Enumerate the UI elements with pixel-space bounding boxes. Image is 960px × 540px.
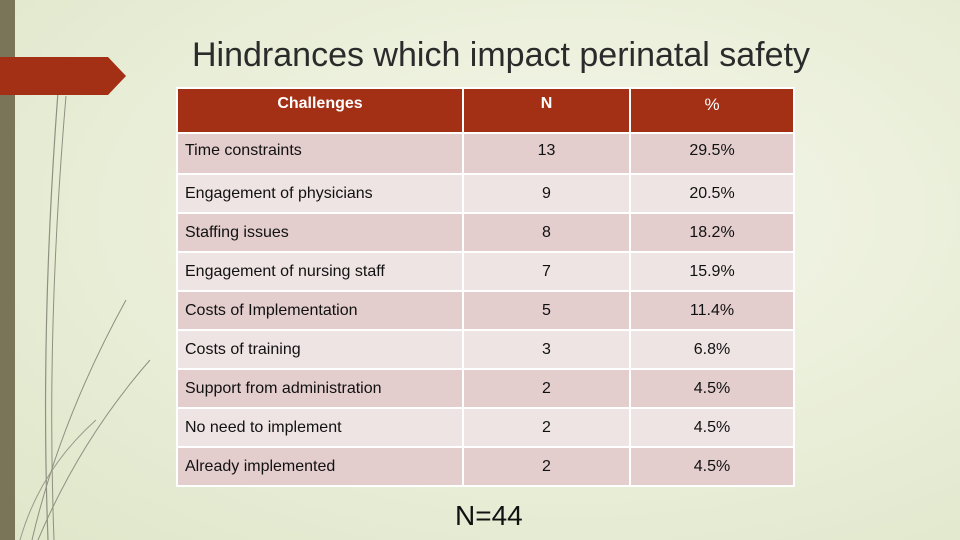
n-cell: 2 xyxy=(462,446,631,487)
header-percent: % xyxy=(629,87,795,134)
header-n: N xyxy=(462,87,631,134)
n-cell: 13 xyxy=(462,132,631,175)
percent-cell: 6.8% xyxy=(629,329,795,370)
percent-cell: 4.5% xyxy=(629,407,795,448)
challenge-cell: Costs of Implementation xyxy=(176,290,464,331)
table-row: Staffing issues 8 18.2% xyxy=(176,212,795,253)
header-challenges: Challenges xyxy=(176,87,464,134)
challenge-cell: Time constraints xyxy=(176,132,464,175)
slide-title: Hindrances which impact perinatal safety xyxy=(192,36,810,74)
challenge-cell: Engagement of nursing staff xyxy=(176,251,464,292)
n-cell: 7 xyxy=(462,251,631,292)
table-row: Engagement of nursing staff 7 15.9% xyxy=(176,251,795,292)
table-row: No need to implement 2 4.5% xyxy=(176,407,795,448)
percent-cell: 15.9% xyxy=(629,251,795,292)
n-cell: 8 xyxy=(462,212,631,253)
side-bar xyxy=(0,0,15,540)
table-row: Time constraints 13 29.5% xyxy=(176,132,795,175)
sample-size-note: N=44 xyxy=(455,500,523,531)
decorative-lines xyxy=(19,91,151,540)
accent-arrow-shape xyxy=(0,57,126,95)
percent-cell: 29.5% xyxy=(629,132,795,175)
hindrances-table: Challenges N % Time constraints 13 29.5%… xyxy=(176,87,795,487)
table-row: Costs of Implementation 5 11.4% xyxy=(176,290,795,331)
n-cell: 3 xyxy=(462,329,631,370)
table-header-row: Challenges N % xyxy=(176,87,795,134)
challenge-cell: Support from administration xyxy=(176,368,464,409)
n-cell: 2 xyxy=(462,368,631,409)
percent-cell: 4.5% xyxy=(629,446,795,487)
table-row: Already implemented 2 4.5% xyxy=(176,446,795,487)
n-cell: 2 xyxy=(462,407,631,448)
percent-cell: 4.5% xyxy=(629,368,795,409)
challenge-cell: Engagement of physicians xyxy=(176,173,464,214)
n-cell: 5 xyxy=(462,290,631,331)
table-row: Support from administration 2 4.5% xyxy=(176,368,795,409)
challenge-cell: No need to implement xyxy=(176,407,464,448)
percent-cell: 20.5% xyxy=(629,173,795,214)
challenge-cell: Staffing issues xyxy=(176,212,464,253)
challenge-cell: Already implemented xyxy=(176,446,464,487)
table-row: Costs of training 3 6.8% xyxy=(176,329,795,370)
table-row: Engagement of physicians 9 20.5% xyxy=(176,173,795,214)
challenge-cell: Costs of training xyxy=(176,329,464,370)
n-cell: 9 xyxy=(462,173,631,214)
percent-cell: 11.4% xyxy=(629,290,795,331)
percent-cell: 18.2% xyxy=(629,212,795,253)
